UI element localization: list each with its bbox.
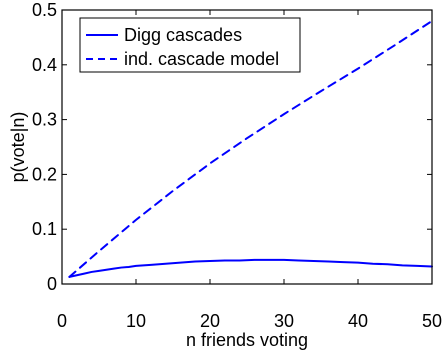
x-tick-label: 50 [422, 311, 442, 331]
y-tick-label: 0 [47, 274, 57, 294]
legend-label-digg-cascades: Digg cascades [124, 25, 242, 45]
series-layer [68, 19, 433, 278]
legend: Digg cascades ind. cascade model [79, 17, 301, 73]
x-tick-label: 30 [274, 311, 294, 331]
ticks-layer: 0 10 20 30 40 50 0 0.1 0.2 0.3 0.4 0.5 [32, 0, 442, 331]
x-tick-label: 10 [126, 311, 146, 331]
y-axis-label: p(vote|n) [8, 112, 28, 183]
plot-frame [61, 9, 433, 285]
y-tick-label: 0.5 [32, 0, 57, 20]
x-axis-label: n friends voting [186, 330, 308, 350]
y-tick-label: 0.1 [32, 219, 57, 239]
legend-label-ind-cascade-model: ind. cascade model [124, 49, 279, 69]
series-line-digg-cascades [68, 258, 433, 278]
y-tick-label: 0.4 [32, 55, 57, 75]
x-tick-label: 40 [348, 311, 368, 331]
x-tick-label: 20 [200, 311, 220, 331]
x-tick-label: 0 [57, 311, 67, 331]
series-line-ind-cascade-model [68, 19, 433, 278]
y-tick-label: 0.2 [32, 164, 57, 184]
legend-box [79, 17, 301, 73]
y-tick-label: 0.3 [32, 110, 57, 130]
